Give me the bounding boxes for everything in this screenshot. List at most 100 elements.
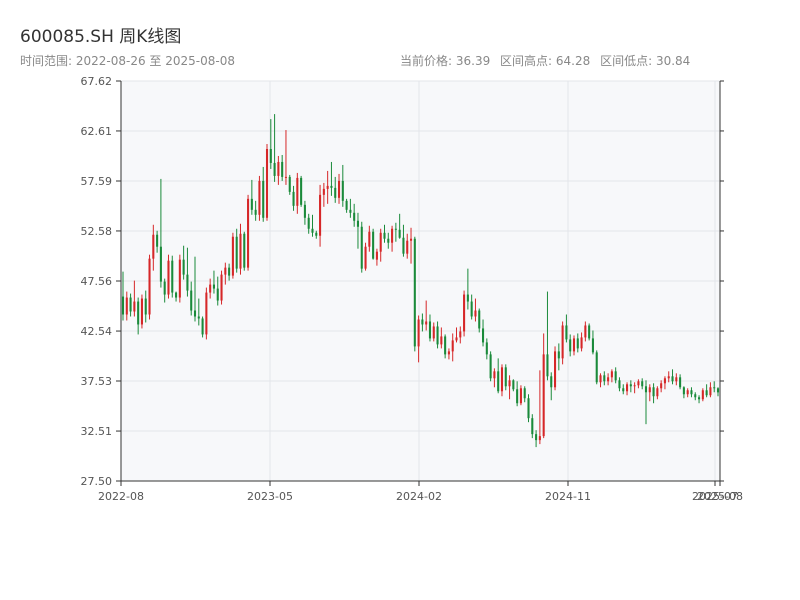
candle-body xyxy=(444,336,447,355)
candle-body xyxy=(326,185,329,189)
candle-body xyxy=(273,162,276,176)
range-low-text: 区间低点: 30.84 xyxy=(600,54,691,68)
candle-body xyxy=(406,240,409,254)
candle-body xyxy=(303,204,306,218)
candle-body xyxy=(716,388,720,393)
candle-body xyxy=(254,209,257,215)
candle-body xyxy=(523,388,526,399)
candle-body xyxy=(644,386,648,393)
candle-body xyxy=(398,229,401,238)
candle-body xyxy=(250,198,253,210)
candle-body xyxy=(679,377,682,388)
x-tick-label: 2024-02 xyxy=(396,490,442,503)
candle-body xyxy=(197,316,200,319)
candle-body xyxy=(648,387,651,393)
candle-body xyxy=(436,326,439,345)
candle-body xyxy=(337,180,341,198)
candle-body xyxy=(307,217,310,229)
candle-body xyxy=(379,232,382,252)
y-tick-label: 32.51 xyxy=(81,425,113,438)
candle-body xyxy=(463,294,466,332)
candle-body xyxy=(356,220,360,227)
candle-body xyxy=(372,231,375,259)
candle-body xyxy=(341,180,344,201)
candle-body xyxy=(459,331,462,338)
candle-body xyxy=(652,387,655,397)
chart-title: 600085.SH 周K线图 xyxy=(20,27,182,47)
candle-body xyxy=(387,238,390,243)
candle-body xyxy=(121,296,125,315)
candle-body xyxy=(258,180,261,215)
candle-body xyxy=(572,338,576,352)
y-tick-label: 42.54 xyxy=(81,325,113,338)
candle-body xyxy=(409,238,413,241)
candle-body xyxy=(428,321,432,339)
candle-body xyxy=(527,398,530,419)
candle-body xyxy=(167,260,170,295)
candle-body xyxy=(322,188,325,195)
candle-body xyxy=(584,325,587,338)
candle-body xyxy=(440,336,443,345)
candle-body xyxy=(391,228,394,243)
candle-body xyxy=(413,238,416,347)
candle-body xyxy=(557,351,560,359)
candle-body xyxy=(247,198,250,268)
range-high-text: 区间高点: 64.28 xyxy=(500,54,591,68)
candle-body xyxy=(144,298,147,315)
candle-body xyxy=(375,251,378,260)
candle-body xyxy=(394,228,397,230)
candle-body xyxy=(235,236,238,269)
candle-body xyxy=(614,371,617,381)
candle-body xyxy=(425,321,428,325)
candle-body xyxy=(470,301,473,317)
y-tick-label: 52.58 xyxy=(81,225,113,238)
candle-body xyxy=(489,354,492,379)
candle-body xyxy=(239,233,242,269)
candle-body xyxy=(231,236,234,276)
y-tick-label: 62.61 xyxy=(81,125,113,138)
candle-body xyxy=(296,177,299,206)
candle-body xyxy=(565,325,568,340)
candle-body xyxy=(588,325,591,339)
candle-body xyxy=(485,342,488,355)
y-tick-label: 27.50 xyxy=(81,475,113,488)
candle-body xyxy=(212,284,215,289)
candle-body xyxy=(618,380,621,389)
candle-body xyxy=(466,294,469,302)
candle-body xyxy=(402,237,405,254)
candle-body xyxy=(569,339,572,352)
candle-body xyxy=(531,418,534,435)
candle-body xyxy=(493,371,496,379)
candle-body xyxy=(682,387,685,395)
candle-body xyxy=(178,259,181,298)
candle-body xyxy=(667,376,670,379)
candle-body xyxy=(368,231,371,247)
candle-body xyxy=(633,385,636,387)
x-tick-label: 2025-08 xyxy=(697,490,743,503)
date-range-text: 时间范围: 2022-08-26 至 2025-08-08 xyxy=(20,54,235,68)
candle-body xyxy=(686,390,689,395)
candle-body xyxy=(243,233,246,268)
candle-body xyxy=(129,297,132,312)
x-tick-label: 2024-11 xyxy=(545,490,591,503)
candle-body xyxy=(319,194,322,236)
candle-body xyxy=(171,260,174,293)
candle-body xyxy=(334,187,337,198)
candle-body xyxy=(561,325,564,359)
candle-body xyxy=(512,380,515,390)
candle-body xyxy=(709,387,712,396)
candle-body xyxy=(284,176,288,178)
candle-body xyxy=(125,297,128,315)
candle-body xyxy=(478,310,481,329)
candle-body xyxy=(481,328,485,343)
candle-body xyxy=(224,267,227,275)
candle-body xyxy=(546,354,549,377)
candle-body xyxy=(690,390,693,395)
candle-body xyxy=(660,383,663,389)
candle-body xyxy=(595,352,598,383)
candle-body xyxy=(497,371,500,392)
candle-body xyxy=(504,367,507,387)
candle-body xyxy=(148,258,151,315)
candle-body xyxy=(277,161,280,176)
candle-body xyxy=(641,381,644,387)
